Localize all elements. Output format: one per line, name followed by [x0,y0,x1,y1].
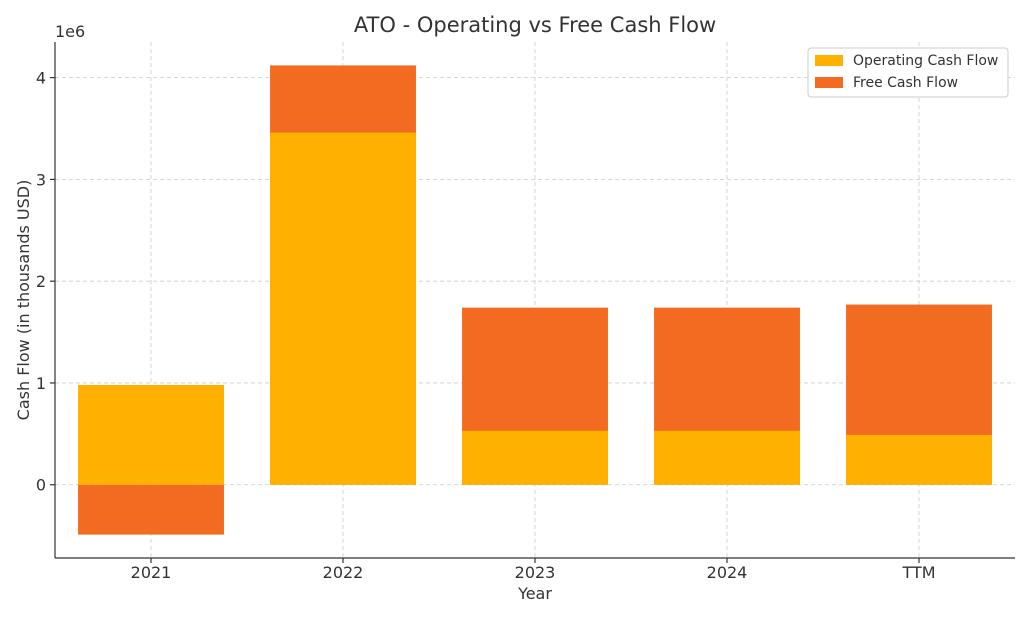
bars-layer [78,65,992,535]
chart-title: ATO - Operating vs Free Cash Flow [354,13,716,37]
bar-operating-cash-flow [78,384,224,485]
bar-operating-cash-flow [654,430,800,485]
legend: Operating Cash Flow Free Cash Flow [807,47,1009,98]
bar-operating-cash-flow [270,132,416,485]
legend-swatch-operating [815,55,843,66]
y-tick-label: 1 [36,374,46,393]
y-tick-label: 2 [36,272,46,291]
y-tick-label: 3 [36,170,46,189]
bar-operating-cash-flow [462,430,608,485]
legend-swatch-free [815,77,843,88]
legend-box [807,47,1009,98]
x-tick-label: 2022 [323,563,364,582]
x-axis-label: Year [517,584,552,603]
bar-free-cash-flow [78,484,224,535]
y-tick-label: 4 [36,69,46,88]
y-axis-label: Cash Flow (in thousands USD) [14,180,33,421]
x-tick-label: 2021 [131,563,172,582]
bar-operating-cash-flow [846,434,992,485]
y-offset-label: 1e6 [55,22,85,41]
y-tick-label: 0 [36,476,46,495]
ticks-layer: 0 1 2 3 4 2021 2022 2023 2024 TTM [36,69,936,582]
legend-label-free: Free Cash Flow [853,75,958,91]
x-tick-label: 2023 [515,563,556,582]
x-tick-label: TTM [901,563,935,582]
legend-label-operating: Operating Cash Flow [853,53,998,69]
x-tick-label: 2024 [707,563,748,582]
